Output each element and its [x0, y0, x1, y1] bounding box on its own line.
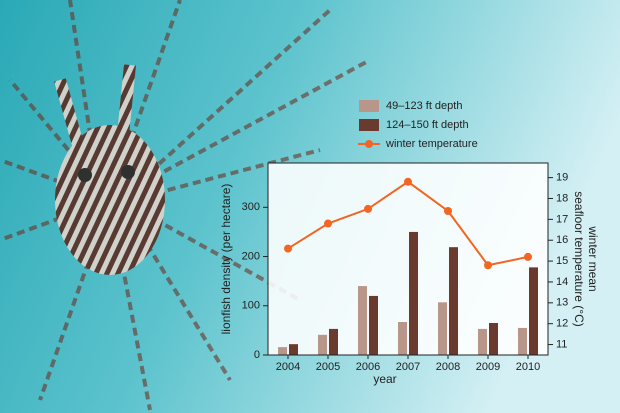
legend-marker — [365, 140, 373, 148]
legend-label: 49–123 ft depth — [386, 100, 462, 112]
y2-tick-label: 19 — [556, 172, 568, 184]
x-axis-label: year — [373, 372, 396, 386]
line-marker — [364, 204, 372, 213]
bar — [518, 327, 527, 355]
y2-tick-label: 11 — [556, 338, 567, 350]
x-tick-label: 2009 — [476, 361, 500, 373]
y2-tick-label: 18 — [556, 192, 568, 204]
line-marker — [444, 207, 452, 215]
y-tick-label: 100 — [242, 300, 260, 312]
bar — [489, 323, 498, 355]
y2-axis-label: winter mean — [586, 225, 600, 291]
bar — [358, 286, 367, 355]
legend-label: 124–150 ft depth — [386, 119, 469, 131]
line-marker — [284, 244, 292, 253]
lionfish-illustration — [0, 0, 371, 411]
line-marker — [484, 261, 492, 270]
bar — [278, 347, 287, 355]
plot-frame — [267, 162, 549, 356]
y2-tick-label: 17 — [556, 213, 568, 225]
bar — [369, 295, 378, 355]
x-tick-label: 2008 — [436, 361, 460, 373]
line-marker — [524, 252, 532, 261]
bar — [478, 328, 487, 355]
bar — [289, 344, 298, 355]
y2-tick-label: 15 — [556, 255, 568, 267]
x-tick-label: 2007 — [396, 361, 420, 373]
y2-tick-label: 13 — [556, 297, 568, 309]
bar — [529, 267, 538, 355]
y-tick-label: 300 — [242, 201, 260, 213]
x-tick-label: 2005 — [316, 361, 340, 373]
x-tick-label: 2004 — [276, 361, 300, 373]
bar — [398, 322, 407, 355]
y-tick-label: 0 — [254, 349, 260, 361]
y2-tick-label: 14 — [556, 276, 568, 288]
line-marker — [404, 177, 412, 186]
x-tick-label: 2010 — [516, 361, 540, 373]
line-marker — [324, 219, 332, 228]
y2-tick-label: 16 — [556, 234, 568, 246]
legend-swatch — [359, 119, 379, 131]
bar — [438, 302, 447, 355]
bar — [329, 328, 338, 355]
y2-axis-label: seafloor temperature (°C) — [572, 191, 586, 327]
legend-swatch — [359, 100, 379, 112]
x-tick-label: 2006 — [356, 361, 380, 373]
legend-label: winter temperature — [385, 138, 478, 150]
y-axis-label: lionfish density (per hectare) — [219, 184, 233, 335]
bar — [449, 247, 458, 355]
y-tick-label: 200 — [242, 250, 260, 262]
plot-background — [268, 163, 548, 355]
bar — [409, 231, 418, 355]
y2-tick-label: 12 — [556, 318, 568, 330]
bar — [318, 334, 327, 355]
